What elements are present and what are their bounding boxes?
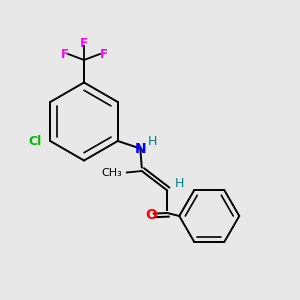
Text: N: N	[134, 142, 146, 155]
Text: H: H	[175, 176, 184, 190]
Text: F: F	[100, 47, 107, 61]
Text: O: O	[145, 208, 157, 221]
Text: Cl: Cl	[28, 134, 41, 148]
Text: H: H	[148, 134, 158, 148]
Text: F: F	[80, 37, 88, 50]
Text: CH₃: CH₃	[101, 167, 122, 178]
Text: F: F	[61, 47, 68, 61]
